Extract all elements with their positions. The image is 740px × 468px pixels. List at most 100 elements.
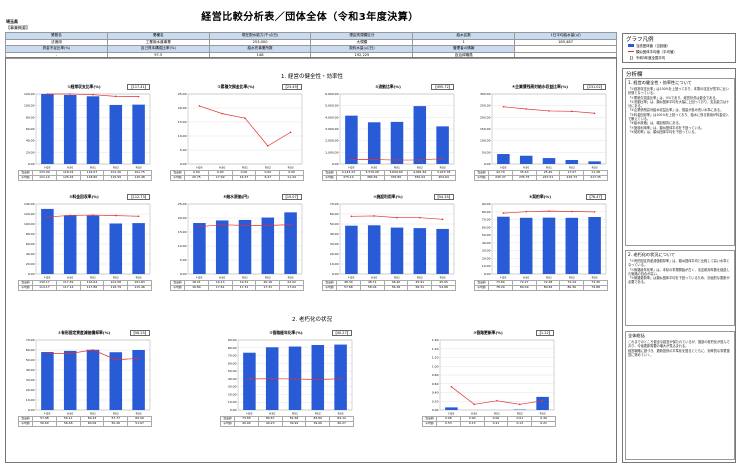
average-point xyxy=(496,400,498,402)
bar xyxy=(215,220,229,274)
x-tick-label: R03 xyxy=(338,412,344,416)
values-cell: 384.59 xyxy=(359,174,385,181)
x-tick-label: R03 xyxy=(592,276,598,280)
y-tick-label: 90.00 xyxy=(228,338,237,342)
values-cell: 80.09 xyxy=(511,284,537,291)
chart-c6: ⑥給水原価(円) 【19.07】 0.00 5.00 10.00 15.00 20.00 25… xyxy=(166,192,306,300)
average-point xyxy=(373,158,375,161)
bar xyxy=(413,228,427,274)
chart-title: ⑦施設利用率(%) xyxy=(373,194,403,199)
bar xyxy=(345,225,358,274)
page-title: 経営比較分析表／団体全体（令和3年度決算） xyxy=(201,12,419,23)
values-cell: 79.88 xyxy=(583,284,608,291)
analysis-heading: 全体総括 xyxy=(628,333,645,338)
average-point xyxy=(137,215,140,218)
bar xyxy=(345,115,358,164)
values-cell: 0.21 xyxy=(531,420,556,427)
chart-values-table: 当該値 73.65 80.67 81.58 83.60 84.12 平均値 40.00 40.2… xyxy=(220,416,354,427)
legend-item-own: 当該団体値（当該値） xyxy=(628,43,670,48)
values-cell: 454.64 xyxy=(431,174,456,181)
x-tick-label: H30 xyxy=(67,276,73,280)
chart-title: ⑤料金回収率(%) xyxy=(69,194,99,199)
chart-c7: ⑦施設利用率(%) 【54.35】 0.00 10.00 20.00 30.00 40.00… xyxy=(318,192,458,300)
y-tick-label: 40.00 xyxy=(26,368,35,372)
average-point xyxy=(267,145,269,147)
y-tick-label: 40.00 xyxy=(228,377,237,381)
values-cell: 11.34 xyxy=(279,174,304,181)
x-tick-label: R02 xyxy=(315,412,321,416)
x-tick-label: R02 xyxy=(569,276,575,280)
bar xyxy=(193,223,206,274)
values-cell: 235.75 xyxy=(511,174,537,181)
bar xyxy=(497,154,510,164)
y-tick-label: 1.40 xyxy=(432,347,439,351)
chart-values-table: 当該値 42.70 35.40 25.40 17.07 11.28 平均値 245.37 235… xyxy=(474,170,608,181)
values-cell: 116.79 xyxy=(103,284,129,291)
average-point xyxy=(137,95,140,98)
x-tick-label: H30 xyxy=(371,166,377,170)
average-point xyxy=(46,216,49,218)
y-tick-label: 250.00 xyxy=(480,104,491,108)
y-tick-label: 60.00 xyxy=(26,348,35,352)
average-point xyxy=(46,93,49,95)
legend-title: グラフ凡例 xyxy=(626,37,654,43)
x-tick-label: R01 xyxy=(394,276,400,280)
x-tick-label: R03 xyxy=(440,276,446,280)
values-cell: 39.06 xyxy=(305,420,331,427)
values-cell: 80.36 xyxy=(559,284,585,291)
average-point xyxy=(294,378,296,380)
y-tick-label: 50.00 xyxy=(26,358,35,362)
values-cell: 375.14 xyxy=(336,174,361,181)
y-tick-label: 10.00 xyxy=(178,134,187,138)
y-tick-label: 90.00 xyxy=(482,202,491,206)
x-tick-label: H30 xyxy=(371,276,377,280)
analysis-text: これまでのところ健全な経営が保たれているが、施設の老朽化が進んでおり、今後更新需… xyxy=(628,340,730,357)
bar xyxy=(436,126,449,164)
y-tick-label: 25.00 xyxy=(178,92,187,96)
values-cell: 335.80 xyxy=(383,174,409,181)
chart-c1: ①経常収支比率(%) 【117.41】 0.00 20.00 40.00 60.00 80.… xyxy=(14,82,154,190)
y-tick-label: 60.00 xyxy=(26,242,35,246)
x-tick-label: H29 xyxy=(44,166,50,170)
y-tick-label: 0.60 xyxy=(432,382,439,386)
y-tick-label: 10.00 xyxy=(26,398,35,402)
values-cell: 121.10 xyxy=(32,174,57,181)
average-point xyxy=(92,214,94,216)
y-tick-label: 20.00 xyxy=(26,262,35,266)
average-point xyxy=(571,110,573,113)
bar xyxy=(86,96,100,164)
values-cell: 217.35 xyxy=(583,174,608,181)
values-cell: 40.27 xyxy=(329,420,354,427)
average-point xyxy=(396,216,398,219)
y-tick-label: 120.00 xyxy=(24,92,35,96)
average-point xyxy=(541,400,544,402)
average-point xyxy=(248,378,251,380)
y-tick-label: 50.00 xyxy=(482,233,491,237)
chart-plot: 0.00 0.20 0.40 0.60 0.80 1.00 1.20 1.40 1.60 H29 H… xyxy=(432,338,555,416)
legend-item-avg: 類似団体平均値（平均値） xyxy=(628,49,677,54)
chart-values-table: 当該値 0.00 0.00 0.00 0.00 0.00 平均値 20.75 17.99 16.3… xyxy=(170,170,304,181)
bar xyxy=(519,217,533,274)
average-point xyxy=(502,212,505,214)
average-point xyxy=(69,352,71,355)
y-tick-label: 50.00 xyxy=(228,369,237,373)
average-point xyxy=(289,131,292,134)
y-tick-label: 20.00 xyxy=(26,388,35,392)
values-cell: 17.61 xyxy=(207,284,233,291)
analysis-title: 分析欄 xyxy=(626,72,643,78)
y-tick-label: 30.00 xyxy=(26,378,35,382)
bar xyxy=(536,396,549,410)
chart-plot: 0.00 5.00 10.00 15.00 20.00 25.00 H29 H30 R01 R02… xyxy=(178,202,303,280)
values-cell: 117.12 xyxy=(55,284,81,291)
values-cell: 0.21 xyxy=(483,420,509,427)
section-title-aging: 2. 老朽化の状況 xyxy=(292,317,332,323)
average-line xyxy=(503,106,595,114)
y-tick-label: 1.60 xyxy=(432,338,439,342)
bar xyxy=(63,95,77,164)
y-tick-label: 20.00 xyxy=(26,150,35,154)
values-cell: 51.67 xyxy=(127,420,152,427)
y-tick-label: 0.40 xyxy=(432,391,439,395)
section-title-efficiency: 1. 経営の健全性・効率性 xyxy=(281,74,343,80)
average-point xyxy=(373,215,375,217)
chart-national-average: 【495.72】 xyxy=(431,84,454,90)
